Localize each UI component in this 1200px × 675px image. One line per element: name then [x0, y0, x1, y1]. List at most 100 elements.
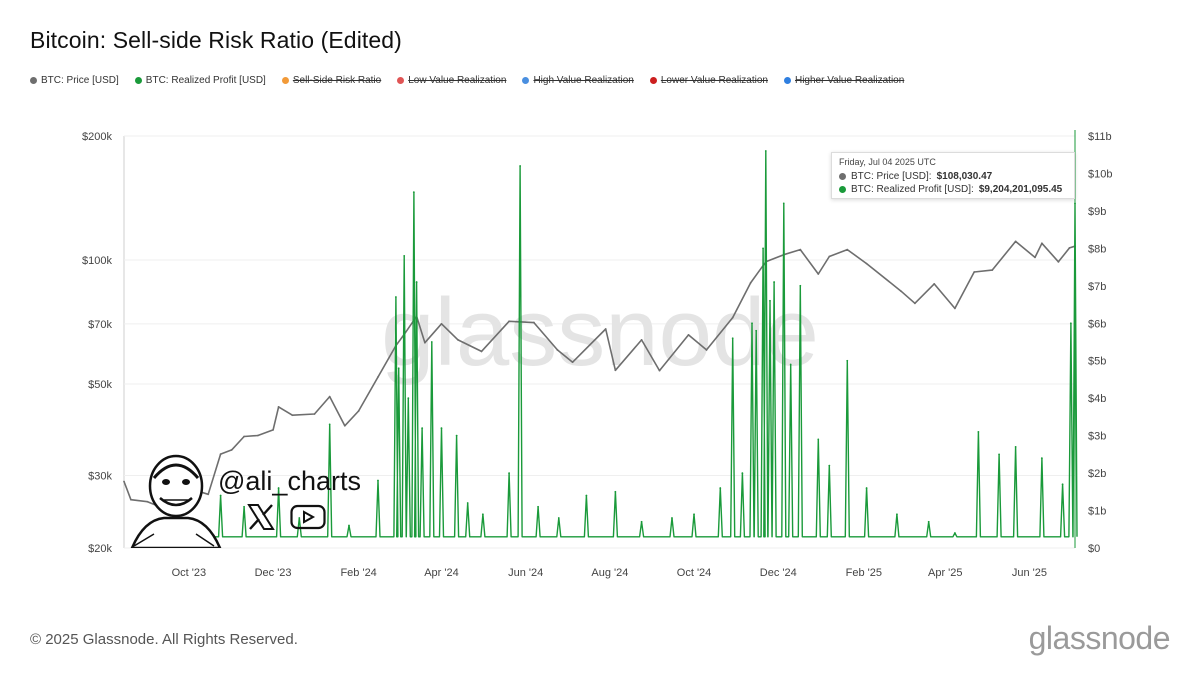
profit-point — [1014, 445, 1017, 448]
legend-item[interactable]: High Value Realization — [522, 75, 634, 86]
legend-item[interactable]: Sell-Side Risk Ratio — [281, 75, 382, 86]
y-left-tick-label: $200k — [82, 131, 112, 143]
price-point — [230, 449, 233, 451]
legend-dot-icon — [30, 77, 37, 84]
legend-dot-icon — [281, 77, 289, 84]
profit-point — [1069, 322, 1072, 325]
price-point — [256, 434, 259, 437]
legend-item[interactable]: Low Value Realization — [397, 75, 506, 86]
legend-label: Low Value Realization — [408, 75, 507, 86]
legend-label: Sell-Side Risk Ratio — [292, 75, 382, 86]
avatar — [130, 454, 222, 548]
profit-point — [751, 322, 753, 325]
price-point — [658, 369, 661, 372]
y-right-tick-label: $4b — [1088, 393, 1106, 405]
price-point — [272, 428, 274, 431]
profit-point — [403, 254, 406, 257]
tooltip-profit-label: BTC: Realized Profit [USD]: — [851, 184, 974, 195]
x-logo-icon — [247, 504, 275, 530]
y-axis-left: $200k $100k $70k $50k $30k $20k — [82, 131, 112, 555]
profit-point — [537, 505, 539, 508]
price-point — [954, 307, 956, 310]
price-point — [357, 410, 360, 412]
price-point — [457, 338, 459, 341]
profit-point — [731, 337, 734, 340]
profit-point — [817, 438, 820, 441]
legend-item[interactable]: Higher Value Realization — [783, 75, 904, 86]
profit-point — [397, 367, 400, 370]
profit-point — [377, 479, 379, 482]
profit-point — [693, 513, 695, 516]
profit-point — [1061, 483, 1064, 486]
tooltip-price-value: $108,030.47 — [936, 171, 993, 182]
y-left-tick-label: $20k — [88, 543, 112, 555]
legend-item[interactable]: BTC: Realized Profit [USD] — [134, 75, 266, 86]
data-tooltip: Friday, Jul 04 2025 UTC BTC: Price [USD]… — [831, 152, 1075, 199]
chart-grid — [123, 135, 1075, 549]
price-point — [973, 271, 976, 273]
y-right-tick-label: $11b — [1088, 131, 1112, 143]
price-point — [508, 320, 510, 323]
legend-label: BTC: Realized Profit [USD] — [145, 75, 266, 86]
y-left-tick-label: $70k — [88, 319, 112, 331]
x-tick-label: Jun '24 — [508, 567, 543, 579]
price-point — [705, 349, 708, 351]
profit-point — [481, 513, 484, 516]
x-tick-label: Apr '24 — [424, 567, 459, 579]
author-handle: @ali_charts — [218, 466, 361, 496]
profit-point — [954, 532, 956, 534]
profit-point — [585, 494, 588, 497]
profit-point — [348, 524, 350, 527]
y-right-tick-label: $9b — [1088, 206, 1106, 218]
legend-label: BTC: Price [USD] — [41, 75, 119, 86]
youtube-icon — [290, 504, 326, 530]
profit-point — [799, 284, 802, 287]
tooltip-price-label: BTC: Price [USD]: — [851, 171, 932, 182]
price-point — [480, 350, 483, 353]
profit-point — [755, 329, 758, 332]
price-dot-icon — [839, 173, 846, 180]
chart-title: Bitcoin: Sell-side Risk Ratio (Edited) — [30, 27, 402, 53]
price-point — [933, 283, 936, 285]
price-point — [687, 334, 690, 336]
profit-point — [415, 281, 418, 283]
x-tick-label: Jun '25 — [1012, 567, 1047, 579]
price-point — [604, 328, 607, 330]
profit-point — [219, 494, 222, 497]
price-point — [1014, 240, 1017, 243]
profit-point — [519, 165, 522, 167]
y-left-tick-label: $50k — [88, 379, 112, 391]
legend-dot-icon — [134, 77, 142, 84]
glassnode-logo: glassnode — [1028, 620, 1171, 656]
x-tick-label: Dec '23 — [255, 567, 292, 579]
legend-item[interactable]: BTC: Price [USD] — [30, 75, 119, 86]
price-point — [291, 414, 294, 417]
tooltip-row-profit: BTC: Realized Profit [USD]: $9,204,201,0… — [839, 183, 1067, 196]
y-left-tick-label: $100k — [82, 255, 112, 267]
profit-point — [455, 434, 458, 437]
profit-point — [430, 341, 433, 343]
x-tick-label: Aug '24 — [591, 567, 628, 579]
price-point — [423, 341, 426, 344]
profit-point — [782, 202, 785, 205]
x-axis: Oct '23 Dec '23 Feb '24 Apr '24 Jun '24 Aug '… — [172, 567, 1047, 579]
profit-point — [846, 359, 849, 362]
profit-point — [927, 520, 930, 523]
price-point — [731, 316, 734, 319]
profit-point — [1040, 457, 1043, 460]
profit-point — [421, 427, 424, 430]
y-right-tick-label: $8b — [1088, 243, 1106, 255]
price-point — [865, 262, 868, 265]
price-point — [343, 424, 346, 427]
legend-item[interactable]: Lower Value Realization — [649, 75, 768, 86]
price-point — [571, 361, 574, 364]
chart-legend: BTC: Price [USD] BTC: Realized Profit [US… — [30, 75, 904, 86]
price-point — [1040, 242, 1043, 245]
profit-point — [762, 247, 764, 250]
y-right-tick-label: $3b — [1088, 431, 1106, 443]
profit-point — [896, 513, 898, 516]
price-point — [377, 376, 379, 378]
profit-point — [828, 464, 831, 467]
y-right-tick-label: $6b — [1088, 318, 1106, 330]
